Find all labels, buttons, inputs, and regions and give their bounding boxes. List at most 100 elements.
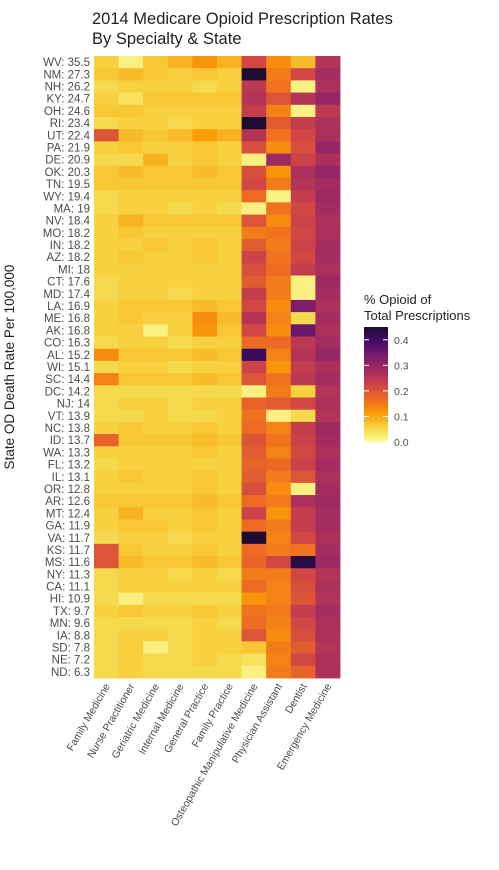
heatmap-cell bbox=[118, 129, 144, 142]
heatmap-cell bbox=[94, 568, 119, 581]
heatmap-cell bbox=[143, 80, 169, 93]
heatmap-cell bbox=[266, 617, 292, 630]
heatmap-cell bbox=[94, 507, 119, 520]
legend-gradient-step bbox=[364, 327, 388, 330]
heatmap-cell bbox=[217, 226, 242, 240]
y-tick-label: SC: 14.4 bbox=[45, 374, 90, 386]
heatmap-cell bbox=[167, 446, 193, 459]
heatmap-cell bbox=[315, 56, 341, 69]
y-tick-label: MT: 12.4 bbox=[46, 508, 91, 520]
heatmap-cell bbox=[266, 165, 292, 179]
heatmap-cell bbox=[217, 153, 242, 167]
legend-gradient-step bbox=[364, 399, 388, 403]
legend-gradient-step bbox=[364, 438, 388, 441]
legend-title-line-1: % Opioid of bbox=[364, 292, 432, 307]
heatmap-cell bbox=[167, 190, 193, 203]
heatmap-cell bbox=[94, 238, 119, 252]
heatmap-cell bbox=[290, 360, 316, 374]
heatmap-cell bbox=[241, 543, 267, 557]
heatmap-cell bbox=[290, 165, 316, 179]
heatmap-cell bbox=[167, 226, 193, 240]
heatmap-cell bbox=[192, 653, 218, 667]
heatmap-cell bbox=[241, 592, 267, 606]
y-tick-label: UT: 22.4 bbox=[47, 130, 90, 142]
heatmap-cell bbox=[118, 604, 144, 618]
heatmap-cell bbox=[167, 519, 193, 533]
heatmap-cell bbox=[266, 531, 292, 545]
heatmap-cell bbox=[266, 275, 292, 289]
heatmap-cell bbox=[192, 299, 218, 313]
heatmap-cell bbox=[266, 68, 292, 81]
legend-gradient-step bbox=[364, 346, 388, 349]
legend-gradient-step bbox=[364, 357, 388, 360]
heatmap-cell bbox=[266, 421, 292, 435]
heatmap-cell bbox=[290, 397, 316, 411]
heatmap-cell bbox=[143, 470, 169, 484]
heatmap-cell bbox=[241, 348, 267, 362]
heatmap-cell bbox=[315, 165, 341, 179]
heatmap-cell bbox=[94, 153, 119, 167]
legend-gradient-step bbox=[364, 369, 388, 372]
heatmap-cell bbox=[94, 434, 119, 447]
heatmap-cell bbox=[94, 617, 119, 630]
heatmap-cell bbox=[94, 129, 119, 142]
heatmap-cell bbox=[315, 482, 341, 496]
heatmap-cell bbox=[315, 324, 341, 337]
heatmap-cell bbox=[241, 92, 267, 106]
legend-tick-label: 0.0 bbox=[394, 437, 409, 449]
heatmap-cell bbox=[241, 360, 267, 374]
heatmap-cell bbox=[94, 336, 119, 350]
heatmap-cell bbox=[241, 177, 267, 191]
heatmap-cell bbox=[118, 580, 144, 594]
heatmap-cell bbox=[167, 665, 193, 679]
heatmap-cell bbox=[217, 385, 242, 398]
heatmap-cell bbox=[192, 507, 218, 520]
heatmap-cell bbox=[118, 56, 144, 69]
heatmap-cell bbox=[192, 409, 218, 423]
heatmap-cell bbox=[315, 287, 341, 301]
heatmap-cell bbox=[94, 629, 119, 642]
heatmap-cell bbox=[266, 385, 292, 398]
legend-tick-label: 0.2 bbox=[394, 386, 409, 398]
y-tick-label: WV: 35.5 bbox=[43, 57, 90, 69]
heatmap-cell bbox=[118, 543, 144, 557]
heatmap-cell bbox=[315, 604, 341, 618]
heatmap-cell bbox=[143, 641, 169, 655]
heatmap-cell bbox=[94, 165, 119, 179]
heatmap-cell bbox=[192, 141, 218, 154]
heatmap-cell bbox=[290, 299, 316, 313]
legend-gradient-step bbox=[364, 380, 388, 383]
heatmap-cell bbox=[167, 604, 193, 618]
heatmap-cell bbox=[266, 56, 292, 69]
heatmap-cell bbox=[290, 641, 316, 655]
y-tick-label: ND: 6.3 bbox=[51, 667, 90, 679]
y-tick-label: VA: 11.7 bbox=[48, 533, 90, 545]
heatmap-cell bbox=[290, 287, 316, 301]
heatmap-cell bbox=[290, 421, 316, 435]
heatmap-cell bbox=[315, 543, 341, 557]
heatmap-cell bbox=[118, 495, 144, 508]
heatmap-cell bbox=[118, 190, 144, 203]
heatmap-cell bbox=[94, 604, 119, 618]
heatmap-cell bbox=[266, 312, 292, 325]
heatmap-cell bbox=[290, 80, 316, 93]
heatmap-cell bbox=[290, 129, 316, 142]
heatmap-cell bbox=[192, 458, 218, 472]
heatmap-cell bbox=[143, 287, 169, 301]
heatmap-cell bbox=[118, 531, 144, 545]
heatmap-cell bbox=[167, 153, 193, 167]
heatmap-cell bbox=[94, 190, 119, 203]
heatmap-cell bbox=[266, 580, 292, 594]
heatmap-cell bbox=[143, 458, 169, 472]
heatmap-cell bbox=[143, 56, 169, 69]
heatmap-cell bbox=[290, 141, 316, 154]
heatmap-cell bbox=[290, 373, 316, 386]
heatmap-cell bbox=[266, 348, 292, 362]
y-tick-label: IL: 13.1 bbox=[52, 472, 90, 484]
heatmap-cell bbox=[143, 482, 169, 496]
heatmap-cell bbox=[315, 202, 341, 215]
heatmap-cell bbox=[290, 409, 316, 423]
y-tick-label: OR: 12.8 bbox=[44, 484, 90, 496]
heatmap-cell bbox=[217, 68, 242, 81]
